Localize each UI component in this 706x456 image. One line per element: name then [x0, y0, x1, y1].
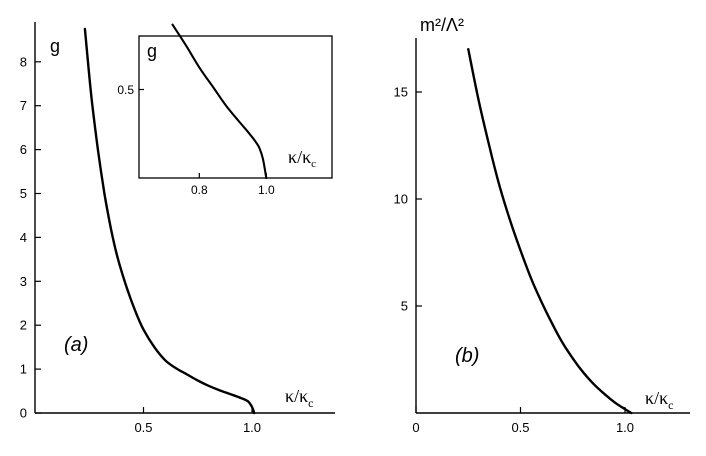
panel-a-y-tick-label: 0 [20, 406, 27, 421]
panel-b-curve [467, 48, 633, 415]
panel-a-x-ticks: 0.5 1.0 [134, 407, 261, 435]
inset-y-tick-label: 0.5 [117, 83, 134, 97]
panel-a-y-tick-label: 7 [20, 98, 27, 113]
panel-b-y-ticks: 5 10 15 [394, 85, 422, 314]
panel-a-curve [83, 27, 256, 415]
panel-b-y-tick-label: 10 [394, 192, 408, 207]
inset-x-tick-label: 1.0 [258, 183, 275, 197]
panel-b-y-label: m²/Λ² [420, 15, 464, 35]
inset-frame [138, 35, 333, 179]
panel-b-axes [415, 38, 690, 414]
panel-a-tag: (a) [64, 334, 88, 356]
inset-x-tick-label: 0.8 [191, 183, 208, 197]
inset-y-label: g [147, 41, 157, 61]
panel-b-x-tick-label: 1.0 [616, 420, 634, 435]
panel-b-x-tick-label: 0.5 [511, 420, 529, 435]
inset-curve [171, 23, 268, 180]
panel-b-tag: (b) [455, 345, 479, 367]
panel-a-axes [34, 22, 335, 414]
panel-b-x-tick-label: 0 [412, 420, 419, 435]
panel-a-y-tick-label: 5 [20, 186, 27, 201]
panel-a-inset: 0.8 1.0 0.5 g κ/κc [117, 23, 333, 197]
panel-b-x-ticks: 0 0.5 1.0 [412, 407, 634, 435]
panel-b: 0 0.5 1.0 5 10 15 m²/Λ² κ/κc (b) [394, 15, 690, 435]
panel-a-y-tick-label: 4 [20, 230, 27, 245]
panel-a-y-ticks: 0 1 2 3 4 5 6 7 8 [20, 54, 41, 421]
panel-b-y-tick-label: 5 [401, 299, 408, 314]
inset-x-label: κ/κc [288, 147, 316, 170]
panel-a-y-tick-label: 2 [20, 318, 27, 333]
panel-a-x-tick-label: 1.0 [243, 420, 261, 435]
panel-a-y-tick-label: 8 [20, 54, 27, 69]
panel-b-y-tick-label: 15 [394, 85, 408, 100]
inset-y-ticks: 0.5 [117, 83, 144, 97]
panel-a-y-tick-label: 6 [20, 142, 27, 157]
panel-a: 0.5 1.0 0 1 2 3 4 5 6 7 8 g κ/κc (a) 0.8 1.0 0.5 g… [20, 22, 335, 435]
panel-a-y-tick-label: 1 [20, 362, 27, 377]
panel-a-y-tick-label: 3 [20, 274, 27, 289]
panel-a-x-label: κ/κc [285, 386, 313, 410]
panel-a-x-tick-label: 0.5 [134, 420, 152, 435]
panel-b-x-label: κ/κc [645, 388, 673, 412]
panel-a-y-label: g [50, 36, 60, 56]
